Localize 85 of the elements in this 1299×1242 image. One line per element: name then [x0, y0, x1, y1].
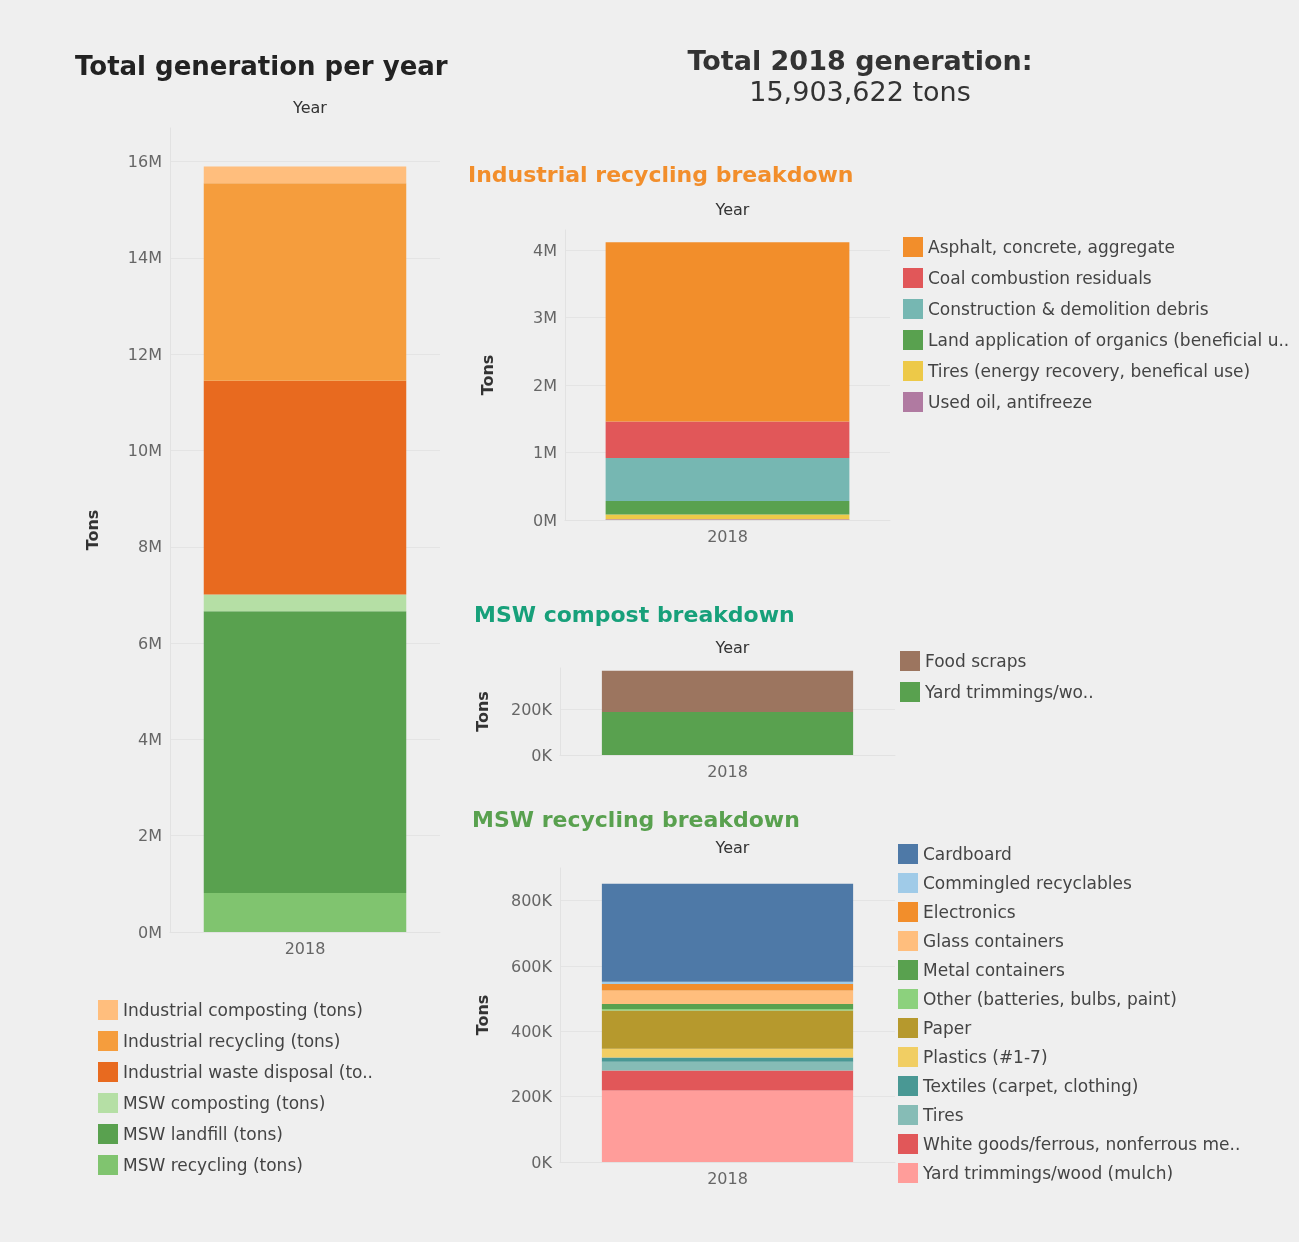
legend-label: Food scraps [925, 651, 1027, 671]
bar [601, 983, 854, 991]
y-tick-label: 4M [138, 729, 162, 749]
y-tick-label: 200K [510, 1087, 553, 1107]
chart-title: MSW recycling breakdown [472, 806, 800, 832]
bar [601, 1090, 854, 1162]
bar [601, 1057, 854, 1062]
bar [601, 883, 854, 982]
legend-label: MSW composting (tons) [123, 1093, 326, 1113]
bar [203, 380, 407, 595]
legend-label: Metal containers [923, 960, 1065, 980]
y-tick-label: 0M [533, 510, 557, 530]
x-axis-title: Year [292, 97, 328, 117]
x-tick-label: 2018 [284, 938, 326, 958]
bar [203, 183, 407, 381]
legend-label: Tires [922, 1105, 964, 1125]
legend-label: Commingled recyclables [923, 873, 1132, 893]
y-tick-label: 600K [510, 956, 553, 976]
bar [605, 421, 850, 458]
chart-title: Total generation per year [75, 51, 448, 81]
legend-label: Tires (energy recovery, benefical use) [927, 361, 1251, 381]
legend-label: Construction & demolition debris [928, 299, 1209, 319]
bar [601, 1061, 854, 1071]
bar [203, 166, 407, 184]
y-axis-title: Tons [477, 354, 497, 396]
y-tick-label: 0M [138, 922, 162, 942]
bar [601, 1010, 854, 1049]
y-tick-label: 10M [127, 441, 162, 461]
legend-label: White goods/ferrous, nonferrous me.. [923, 1134, 1241, 1154]
legend-label: Electronics [923, 902, 1016, 922]
legend-label: Industrial waste disposal (to.. [123, 1062, 374, 1082]
y-tick-label: 6M [138, 633, 162, 653]
x-tick-label: 2018 [707, 526, 748, 546]
y-tick-label: 8M [138, 537, 162, 557]
y-tick-label: 200K [510, 699, 553, 719]
x-axis-title: Year [714, 637, 750, 657]
bar [605, 457, 850, 502]
y-tick-label: 3M [533, 308, 557, 328]
y-tick-label: 0K [531, 1152, 553, 1172]
legend-label: Industrial recycling (tons) [123, 1031, 341, 1051]
legend-label: Used oil, antifreeze [928, 392, 1093, 412]
y-tick-label: 800K [510, 891, 553, 911]
legend-label: Land application of organics (beneficial u.. [928, 330, 1290, 350]
bar [605, 501, 850, 515]
legend-label: Industrial composting (tons) [123, 1000, 363, 1020]
text: 15,903,622 tons [748, 76, 972, 107]
legend-label: Asphalt, concrete, aggregate [928, 237, 1175, 257]
chart-title: Industrial recycling breakdown [468, 161, 854, 187]
y-tick-label: 1M [533, 443, 557, 463]
bar [203, 594, 407, 612]
bar [601, 990, 854, 1004]
text: Total 2018 generation: [686, 45, 1034, 76]
x-axis-title: Year [714, 199, 750, 219]
y-axis-title: Tons [472, 994, 492, 1036]
x-axis-title: Year [714, 837, 750, 857]
legend-label: MSW landfill (tons) [123, 1124, 283, 1144]
y-tick-label: 14M [127, 248, 162, 268]
legend-label: Textiles (carpet, clothing) [922, 1076, 1139, 1096]
legend-label: Yard trimmings/wood (mulch) [922, 1163, 1174, 1183]
bar [203, 611, 407, 893]
legend-label: Yard trimmings/wo.. [924, 682, 1094, 702]
chart-title: MSW compost breakdown [474, 601, 795, 627]
legend-label: Plastics (#1-7) [923, 1047, 1048, 1067]
y-axis-title: Tons [472, 691, 492, 732]
legend-label: Paper [923, 1018, 972, 1038]
y-tick-label: 2M [533, 375, 557, 395]
bar [601, 1048, 854, 1058]
y-tick-label: 4M [533, 240, 557, 260]
bar [601, 1003, 854, 1010]
legend-label: MSW recycling (tons) [123, 1155, 303, 1175]
y-tick-label: 0K [531, 745, 553, 765]
x-tick-label: 2018 [707, 1168, 748, 1188]
legend-label: Other (batteries, bulbs, paint) [923, 989, 1177, 1009]
legend-label: Coal combustion residuals [928, 268, 1152, 288]
y-axis-title: Tons [82, 509, 102, 551]
y-tick-label: 16M [127, 152, 162, 172]
bar [601, 1070, 854, 1091]
bar [605, 242, 850, 422]
x-tick-label: 2018 [707, 761, 748, 781]
legend-label: Glass containers [923, 931, 1064, 951]
y-tick-label: 400K [510, 1021, 553, 1041]
y-tick-label: 2M [138, 826, 162, 846]
y-tick-label: 12M [127, 344, 162, 364]
bar [203, 893, 407, 932]
legend-label: Cardboard [923, 844, 1012, 864]
